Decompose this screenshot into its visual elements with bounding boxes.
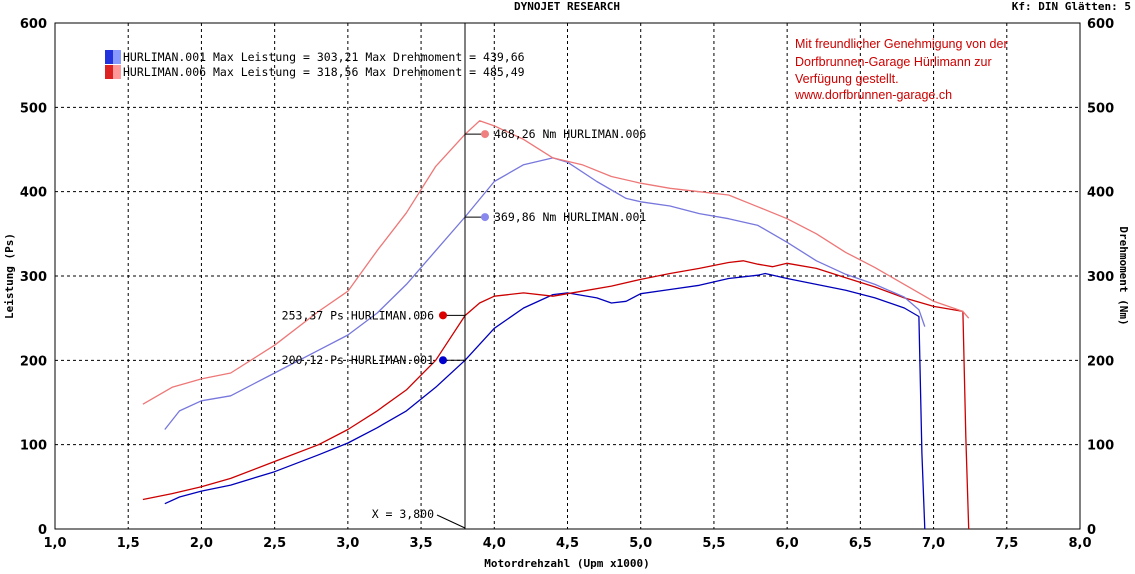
y2-axis-label: Drehmoment (Nm) — [1117, 226, 1130, 325]
note-line-1: Mit freundlicher Genehmigung von der — [795, 37, 1008, 51]
marker-dot — [481, 130, 489, 139]
marker-label: 468,26 Nm HURLIMAN.006 — [494, 127, 646, 141]
note-line-2: Dorfbrunnen-Garage Hürlimann zur — [795, 55, 992, 69]
marker-label: 369,86 Nm HURLIMAN.001 — [494, 210, 646, 224]
x-tick-label: 1,0 — [43, 536, 66, 551]
y2-tick-label: 300 — [1087, 270, 1114, 285]
note-line-4: www.dorfbrunnen-garage.ch — [794, 88, 952, 102]
x-tick-label: 2,5 — [263, 536, 286, 551]
marker-dot — [481, 213, 489, 222]
x-tick-label: 1,5 — [117, 536, 140, 551]
x-tick-label: 7,0 — [922, 536, 945, 551]
y-tick-label: 100 — [20, 439, 47, 454]
series-group — [142, 120, 970, 530]
y2-tick-label: 600 — [1087, 17, 1114, 32]
marker-label: 253,37 Ps HURLIMAN.006 — [282, 308, 434, 322]
y2-tick-label: 500 — [1087, 101, 1114, 116]
value-marker: 468,26 Nm HURLIMAN.006 — [465, 127, 646, 141]
y2-tick-label: 0 — [1087, 523, 1096, 538]
chart-header-settings: Kf: DIN Glätten: 5 — [1012, 0, 1131, 13]
legend-entry-006: HURLIMAN.006 Max Leistung = 318,56 Max D… — [123, 65, 525, 79]
value-marker: 369,86 Nm HURLIMAN.001 — [465, 210, 646, 224]
y-tick-label: 500 — [20, 101, 47, 116]
x-tick-label: 7,5 — [995, 536, 1018, 551]
y-tick-labels: 0 100 200 300 400 500 600 — [20, 17, 47, 538]
x-tick-label: 3,5 — [410, 536, 433, 551]
legend-entry-001: HURLIMAN.001 Max Leistung = 303,21 Max D… — [123, 50, 525, 64]
y2-tick-label: 400 — [1087, 186, 1114, 201]
legend-swatch-001-shine — [113, 50, 121, 64]
legend: HURLIMAN.001 Max Leistung = 303,21 Max D… — [105, 50, 525, 79]
series-line-hurliman-001-leistung — [164, 272, 926, 530]
marker-dot — [439, 311, 447, 320]
value-markers: 468,26 Nm HURLIMAN.006 369,86 Nm HURLIMAN… — [282, 127, 647, 367]
legend-swatch-006-shine — [113, 65, 121, 79]
y-tick-label: 200 — [20, 354, 47, 369]
y-axis-label: Leistung (Ps) — [3, 233, 16, 319]
y2-tick-label: 200 — [1087, 354, 1114, 369]
x-tick-label: 4,0 — [483, 536, 506, 551]
x-tick-label: 5,5 — [702, 536, 725, 551]
marker-dot — [439, 356, 447, 365]
x-tick-label: 4,5 — [556, 536, 579, 551]
y-tick-label: 300 — [20, 270, 47, 285]
marker-label: 200,12 Ps HURLIMAN.001 — [282, 353, 434, 367]
series-line-hurliman-006-drehmoment — [142, 120, 970, 405]
y2-tick-label: 100 — [1087, 439, 1114, 454]
x-tick-label: 2,0 — [190, 536, 213, 551]
series-line-hurliman-001-drehmoment — [164, 157, 926, 430]
x-tick-label: 3,0 — [336, 536, 359, 551]
x-tick-label: 5,0 — [629, 536, 652, 551]
note-line-3: Verfügung gestellt. — [795, 72, 899, 86]
y-tick-label: 400 — [20, 186, 47, 201]
y-tick-label: 600 — [20, 17, 47, 32]
chart-header-title: DYNOJET RESEARCH — [514, 0, 620, 13]
y2-tick-labels: 0 100 200 300 400 500 600 — [1087, 17, 1114, 538]
permission-note: Mit freundlicher Genehmigung von der Dor… — [794, 37, 1008, 102]
x-tick-label: 6,5 — [849, 536, 872, 551]
cursor-label: X = 3,800 — [372, 507, 434, 521]
value-marker: 200,12 Ps HURLIMAN.001 — [282, 353, 465, 367]
x-axis-label: Motordrehzahl (Upm x1000) — [484, 557, 650, 570]
series-line-hurliman-006-leistung — [142, 260, 970, 530]
grid-lines — [55, 23, 1080, 529]
cursor-pointer — [436, 514, 466, 529]
x-tick-label: 8,0 — [1068, 536, 1091, 551]
value-marker: 253,37 Ps HURLIMAN.006 — [282, 308, 465, 322]
x-tick-labels: 1,0 1,5 2,0 2,5 3,0 3,5 4,0 4,5 5,0 5,5 6,0 6,5 7,0 7… — [43, 536, 1091, 551]
x-tick-label: 6,0 — [776, 536, 799, 551]
y-tick-label: 0 — [38, 523, 47, 538]
